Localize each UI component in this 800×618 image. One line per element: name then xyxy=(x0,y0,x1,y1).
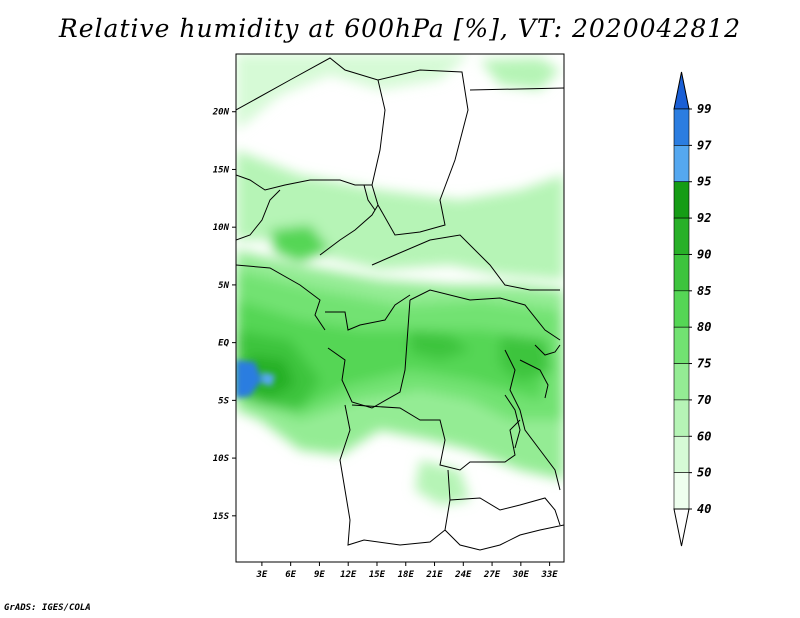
lat-tick-label: 10N xyxy=(213,223,230,233)
lat-tick-label: 20N xyxy=(212,108,230,118)
colorbar-label: 70 xyxy=(697,393,711,407)
colorbar-top-arrow xyxy=(673,71,690,110)
colorbar-box xyxy=(673,399,690,437)
colorbar-box xyxy=(673,326,690,364)
colorbar-box xyxy=(673,181,690,219)
colorbar-label: 60 xyxy=(697,429,711,443)
colorbar: 99 97 95 92 90 85 80 75 70 60 50 40 xyxy=(673,71,712,547)
lon-tick-label: 27E xyxy=(483,570,501,580)
colorbar-label: 75 xyxy=(697,357,711,371)
lon-tick-label: 30E xyxy=(512,570,530,580)
lon-tick-label: 21E xyxy=(425,570,443,580)
lon-tick-label: 6E xyxy=(285,570,296,580)
colorbar-bottom-arrow xyxy=(673,508,690,547)
map-frame xyxy=(235,53,565,563)
colorbar-box xyxy=(673,363,690,401)
chart-title: Relative humidity at 600hPa [%], VT: 202… xyxy=(58,14,742,43)
lat-tick-label: EQ xyxy=(218,339,229,349)
colorbar-label: 85 xyxy=(697,284,711,298)
longitude-axis: 3E 6E 9E 12E 15E 18E 21E 24E 27E 30E 33E xyxy=(255,562,558,580)
lat-tick-label: 15N xyxy=(213,165,230,175)
colorbar-box xyxy=(673,290,690,328)
colorbar-label: 99 xyxy=(697,102,711,116)
lon-tick-label: 15E xyxy=(369,570,386,580)
colorbar-box xyxy=(673,108,690,146)
colorbar-label: 80 xyxy=(697,320,711,334)
colorbar-box xyxy=(673,217,690,255)
latitude-axis: 20N 15N 10N 5N EQ 5S 10S 15S xyxy=(212,108,236,522)
lat-tick-label: 5S xyxy=(218,396,229,406)
colorbar-label: 90 xyxy=(697,247,711,261)
lon-tick-label: 3E xyxy=(255,570,267,580)
lat-tick-label: 5N xyxy=(218,281,229,291)
grads-credit: GrADS: IGES/COLA xyxy=(4,603,91,613)
colorbar-box xyxy=(673,435,690,473)
colorbar-label: 40 xyxy=(697,502,711,516)
lat-tick-label: 10S xyxy=(213,454,230,464)
lon-tick-label: 24E xyxy=(454,570,472,580)
lon-tick-label: 9E xyxy=(314,570,325,580)
lon-tick-label: 18E xyxy=(398,570,415,580)
country-borders xyxy=(236,57,564,551)
lon-tick-label: 33E xyxy=(540,570,558,580)
colorbar-label: 92 xyxy=(697,211,711,225)
colorbar-label: 97 xyxy=(697,138,712,152)
colorbar-box xyxy=(673,254,690,292)
colorbar-box xyxy=(673,145,690,183)
colorbar-box xyxy=(673,472,690,510)
colorbar-label: 50 xyxy=(697,466,711,480)
lon-tick-label: 12E xyxy=(340,570,357,580)
lat-tick-label: 15S xyxy=(213,512,230,522)
colorbar-label: 95 xyxy=(697,175,711,189)
